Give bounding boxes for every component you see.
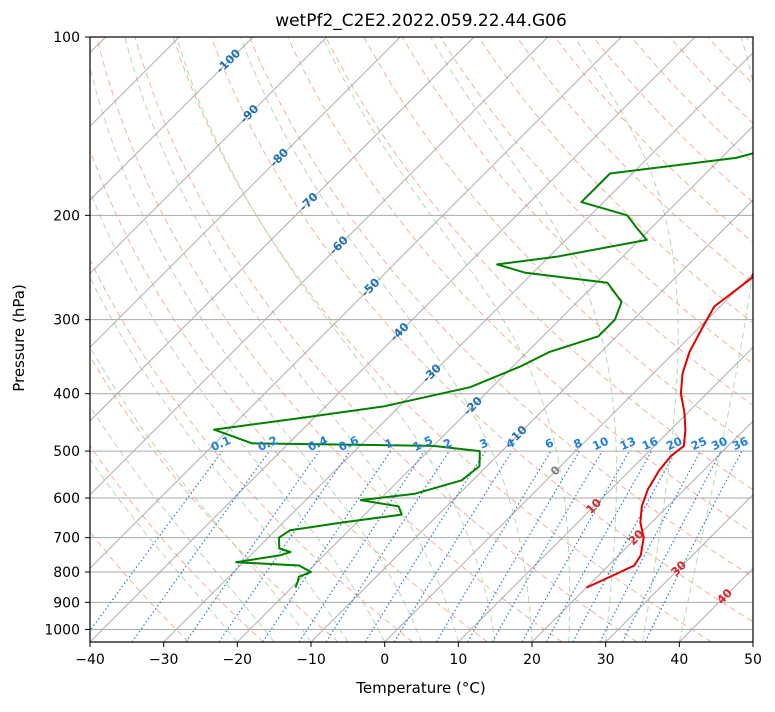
mixing-ratio-line	[522, 451, 629, 642]
moist-adiabat	[125, 37, 458, 642]
mixing-ratio-line	[299, 451, 424, 642]
x-tick-label: 0	[380, 652, 389, 668]
y-tick-label: 700	[53, 531, 80, 547]
y-tick-label: 600	[53, 491, 80, 507]
y-tick-label: 1000	[44, 622, 80, 638]
isotherm-line	[0, 37, 327, 642]
mixing-ratio-line	[263, 451, 391, 642]
dry-adiabat	[517, 37, 775, 642]
mixing-ratio-label: 30	[709, 434, 729, 453]
mixing-ratio-label: 10	[590, 434, 610, 453]
mixing-ratio-label: 6	[543, 435, 556, 451]
y-tick-label: 300	[53, 313, 80, 329]
x-tick-label: −20	[223, 652, 253, 668]
mixing-ratio-line	[326, 451, 449, 642]
mixing-ratio-label: 20	[664, 434, 684, 453]
isotherm-line	[237, 37, 775, 642]
mixing-ratio-label: 1	[383, 435, 396, 451]
isotherm-line	[0, 37, 253, 642]
mixing-ratio-line	[82, 451, 223, 642]
mixing-ratio-label: 16	[640, 434, 660, 453]
isotherm-line	[385, 37, 775, 642]
mixing-ratio-line	[219, 451, 350, 642]
dry-adiabat	[59, 37, 488, 642]
moist-adiabat	[17, 37, 348, 642]
x-tick-label: 20	[523, 652, 541, 668]
y-tick-label: 200	[53, 208, 80, 224]
isotherm-line	[0, 37, 400, 642]
isotherm-line	[0, 37, 474, 642]
mixing-ratio-label: 25	[689, 434, 709, 453]
dewpoint-profile-line	[214, 37, 775, 588]
x-tick-label: 50	[744, 652, 762, 668]
mixing-ratio-line	[573, 451, 676, 642]
mixing-ratio-label: 8	[571, 435, 584, 451]
mixing-ratio-line	[365, 451, 485, 642]
y-axis-title: Pressure (hPa)	[10, 284, 28, 392]
dry-adiabat	[670, 37, 775, 642]
moist-adiabat	[240, 37, 532, 642]
y-tick-label: 800	[53, 565, 80, 581]
y-tick-label: 400	[53, 387, 80, 403]
mixing-ratio-line	[436, 451, 551, 642]
chart-title: wetPf2_C2E2.2022.059.22.44.G06	[275, 11, 567, 31]
dry-adiabat	[288, 37, 775, 642]
isotherm-line	[311, 37, 775, 642]
x-tick-label: −30	[149, 652, 179, 668]
mixing-ratio-label: 13	[618, 434, 638, 453]
isotherm-line	[16, 37, 621, 642]
dry-adiabat	[440, 37, 775, 642]
y-tick-label: 900	[53, 595, 80, 611]
moist-adiabat	[0, 37, 311, 642]
mixing-ratio-line	[468, 451, 580, 642]
moist-adiabat	[0, 37, 274, 642]
y-tick-label: 500	[53, 444, 80, 460]
dry-adiabat	[746, 37, 775, 642]
isotherm-line	[458, 37, 775, 642]
moist-adiabat	[323, 37, 570, 642]
dry-adiabat	[0, 37, 189, 642]
dry-adiabat	[0, 37, 264, 642]
dry-adiabat	[593, 37, 775, 642]
mixing-ratio-line	[600, 451, 701, 642]
x-axis-title: Temperature (°C)	[355, 679, 485, 697]
y-tick-label: 100	[53, 30, 80, 46]
x-tick-label: −10	[296, 652, 326, 668]
plot-frame	[90, 37, 753, 642]
x-tick-label: 40	[670, 652, 688, 668]
mixing-ratio-label: 2	[441, 435, 454, 451]
isotherm-label: -30	[419, 361, 444, 386]
x-tick-label: −40	[75, 652, 105, 668]
dry-adiabat	[708, 37, 775, 642]
dry-adiabat	[20, 37, 413, 642]
moist-adiabat	[176, 37, 495, 642]
moist-adiabat	[0, 37, 237, 642]
x-tick-label: 10	[449, 652, 467, 668]
isotherm-line	[679, 37, 775, 642]
x-tick-label: 30	[597, 652, 615, 668]
temperature-profile-line	[586, 37, 775, 588]
x-axis: −40 −30 −20 −10 0 10 20 30 40 50	[75, 642, 762, 668]
dry-adiabat	[479, 37, 775, 642]
moist-adiabat	[679, 37, 760, 642]
y-axis: 1000 900 800 700 600 500 400 300 200 100	[44, 30, 90, 638]
mixing-ratio-label: 36	[730, 434, 750, 453]
isotherm-line	[753, 37, 775, 642]
